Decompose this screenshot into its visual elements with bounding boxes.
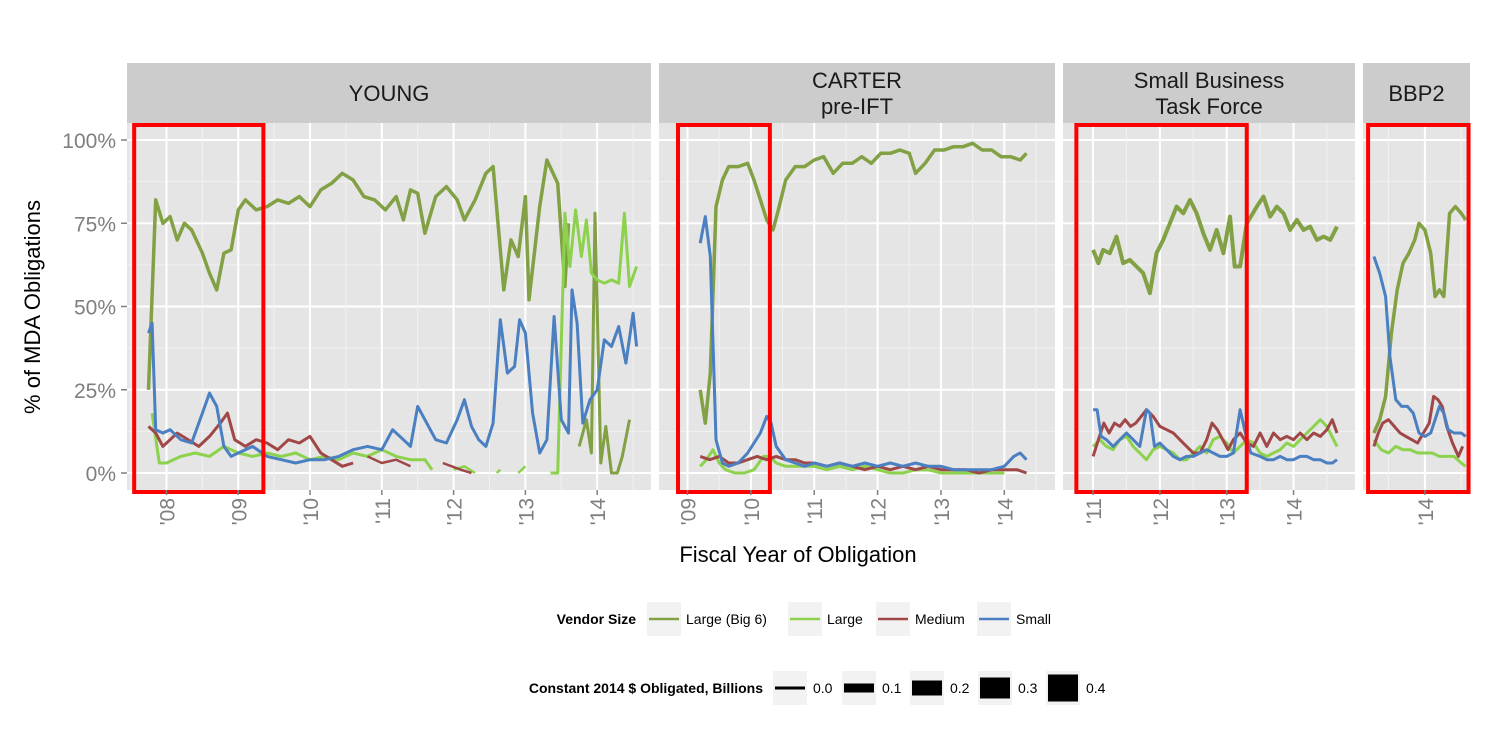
- panel-strip: [659, 63, 1055, 123]
- series-group: [1372, 204, 1468, 468]
- x-tick-label: '11: [372, 498, 395, 524]
- x-tick-label: '12: [1150, 498, 1173, 525]
- panel-3: Small Business Task Force '11 '12 '13 '14: [1063, 63, 1355, 525]
- panel-title-line: BBP2: [1388, 81, 1444, 106]
- highlight-box: [132, 123, 266, 494]
- series-line-small: [1093, 408, 1338, 465]
- legend-label: 0.3: [1018, 680, 1038, 696]
- series-line-large-big-6: [577, 211, 631, 475]
- legend-label: 0.2: [950, 680, 970, 696]
- y-axis: 0% 25% 50% 75% 100%: [62, 130, 127, 486]
- panel-title: CARTER pre-IFT: [812, 68, 902, 119]
- legend-label: Medium: [915, 611, 965, 627]
- panel-title-line: Small Business: [1134, 68, 1284, 93]
- legend-vendor-size: Vendor Size Large (Big 6) Large Medium Small: [557, 602, 1051, 636]
- y-tick-label: 75%: [74, 213, 116, 236]
- panel-title: YOUNG: [349, 81, 430, 106]
- x-tick-label: '12: [868, 498, 891, 525]
- series-line-medium: [366, 455, 412, 468]
- x-tick-label: '09: [678, 498, 701, 525]
- highlight-box: [1074, 123, 1249, 494]
- x-tick-label: '13: [931, 498, 954, 525]
- legend-size-swatch: [775, 686, 805, 690]
- legend-label: 0.4: [1086, 680, 1106, 696]
- panel-title-line: pre-IFT: [821, 94, 893, 119]
- y-axis-title: % of MDA Obligations: [20, 200, 45, 414]
- series-line-large: [1372, 438, 1467, 468]
- panel-title-line: YOUNG: [349, 81, 430, 106]
- x-tick-label: '14: [1415, 498, 1438, 526]
- panel-title-line: Task Force: [1155, 94, 1263, 119]
- panel-title: Small Business Task Force: [1134, 68, 1284, 119]
- x-tick-label: '10: [741, 498, 764, 525]
- panels-layer: YOUNG '08 '09 '10 '11 '12 '13 '14 CARTER pre-IFT '…: [127, 63, 1471, 526]
- x-tick-label: '09: [228, 498, 251, 525]
- panel-strip: [1063, 63, 1355, 123]
- panel-strip: [1363, 63, 1470, 123]
- x-tick-label: '12: [444, 498, 467, 525]
- legend-size-title: Constant 2014 $ Obligated, Billions: [529, 680, 763, 696]
- legend-size-swatch: [1048, 674, 1078, 702]
- series-line-large: [517, 465, 527, 474]
- series-line-large-big-6: [698, 141, 1028, 425]
- panel-1: YOUNG '08 '09 '10 '11 '12 '13 '14: [127, 63, 651, 525]
- panel-strip: [127, 63, 651, 123]
- series-group: [146, 158, 639, 475]
- series-line-medium: [1091, 408, 1339, 457]
- legend-size-swatch: [980, 677, 1010, 699]
- series-group: [698, 141, 1028, 475]
- series-line-medium: [442, 461, 472, 475]
- x-axis-title: Fiscal Year of Obligation: [679, 542, 916, 567]
- series-group: [1091, 194, 1339, 465]
- x-tick-label: '14: [994, 498, 1017, 526]
- legend-size-swatch: [912, 680, 942, 696]
- x-tick-label: '11: [1083, 498, 1106, 524]
- x-tick-label: '13: [1217, 498, 1240, 525]
- x-tick-label: '14: [1284, 498, 1307, 526]
- series-line-large: [495, 468, 502, 474]
- series-line-small: [1372, 256, 1467, 438]
- legend-label: Small: [1016, 611, 1051, 627]
- panel-title: BBP2: [1388, 81, 1444, 106]
- y-tick-label: 50%: [74, 297, 116, 320]
- legend-obligated-size: Constant 2014 $ Obligated, Billions 0.0 0.…: [529, 671, 1106, 705]
- legend-label: 0.0: [813, 680, 833, 696]
- y-tick-label: 100%: [62, 130, 116, 153]
- panel-4: BBP2 '14: [1363, 63, 1471, 526]
- series-line-small: [698, 215, 1028, 472]
- series-line-large: [150, 412, 434, 471]
- highlight-box: [676, 123, 772, 494]
- highlight-box: [1366, 123, 1471, 494]
- y-tick-label: 0%: [86, 463, 116, 486]
- panel-2: CARTER pre-IFT '09 '10 '11 '12 '13 '14: [659, 63, 1055, 525]
- legend-label: Large: [827, 611, 863, 627]
- series-line-large-big-6: [146, 158, 571, 390]
- series-line-large: [699, 448, 1005, 475]
- series-line-large: [1092, 418, 1339, 462]
- legend-size-swatch: [844, 683, 874, 693]
- series-line-large-big-6: [1091, 194, 1339, 296]
- y-tick-label: 25%: [74, 380, 116, 403]
- panel-title-line: CARTER: [812, 68, 902, 93]
- x-tick-label: '14: [587, 498, 610, 526]
- legend-vendor-title: Vendor Size: [557, 611, 637, 627]
- legend-label: Large (Big 6): [686, 611, 767, 627]
- legend-label: 0.1: [882, 680, 902, 696]
- x-tick-label: '11: [804, 498, 827, 524]
- x-tick-label: '08: [156, 498, 179, 525]
- series-line-medium: [147, 411, 354, 468]
- series-line-small: [147, 288, 639, 465]
- x-tick-label: '13: [515, 498, 538, 525]
- series-line-large: [550, 208, 639, 475]
- x-tick-label: '10: [300, 498, 323, 525]
